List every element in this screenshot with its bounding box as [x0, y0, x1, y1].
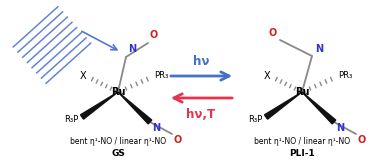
Text: bent η¹-NO / linear η¹-NO: bent η¹-NO / linear η¹-NO — [70, 137, 166, 146]
Polygon shape — [81, 92, 118, 119]
Text: N: N — [128, 44, 136, 54]
Text: bent η¹-NO / linear η¹-NO: bent η¹-NO / linear η¹-NO — [254, 137, 350, 146]
Text: O: O — [174, 135, 182, 145]
Polygon shape — [118, 92, 152, 124]
Polygon shape — [265, 92, 302, 119]
Text: O: O — [269, 28, 277, 38]
Text: N: N — [336, 123, 344, 133]
Text: X: X — [263, 71, 270, 81]
Text: hν: hν — [193, 55, 209, 68]
Text: O: O — [358, 135, 366, 145]
Text: Ru: Ru — [111, 87, 125, 97]
Text: N: N — [315, 44, 323, 54]
Text: PLI-1: PLI-1 — [289, 149, 315, 158]
Text: PR₃: PR₃ — [338, 72, 352, 80]
Text: PR₃: PR₃ — [154, 72, 168, 80]
Text: N: N — [152, 123, 160, 133]
Text: R₃P: R₃P — [64, 115, 78, 123]
Text: O: O — [150, 30, 158, 40]
Text: Ru: Ru — [295, 87, 309, 97]
Text: R₃P: R₃P — [248, 115, 262, 123]
Text: X: X — [79, 71, 86, 81]
Text: GS: GS — [111, 149, 125, 158]
Text: hν,T: hν,T — [186, 108, 215, 121]
Polygon shape — [302, 92, 336, 124]
